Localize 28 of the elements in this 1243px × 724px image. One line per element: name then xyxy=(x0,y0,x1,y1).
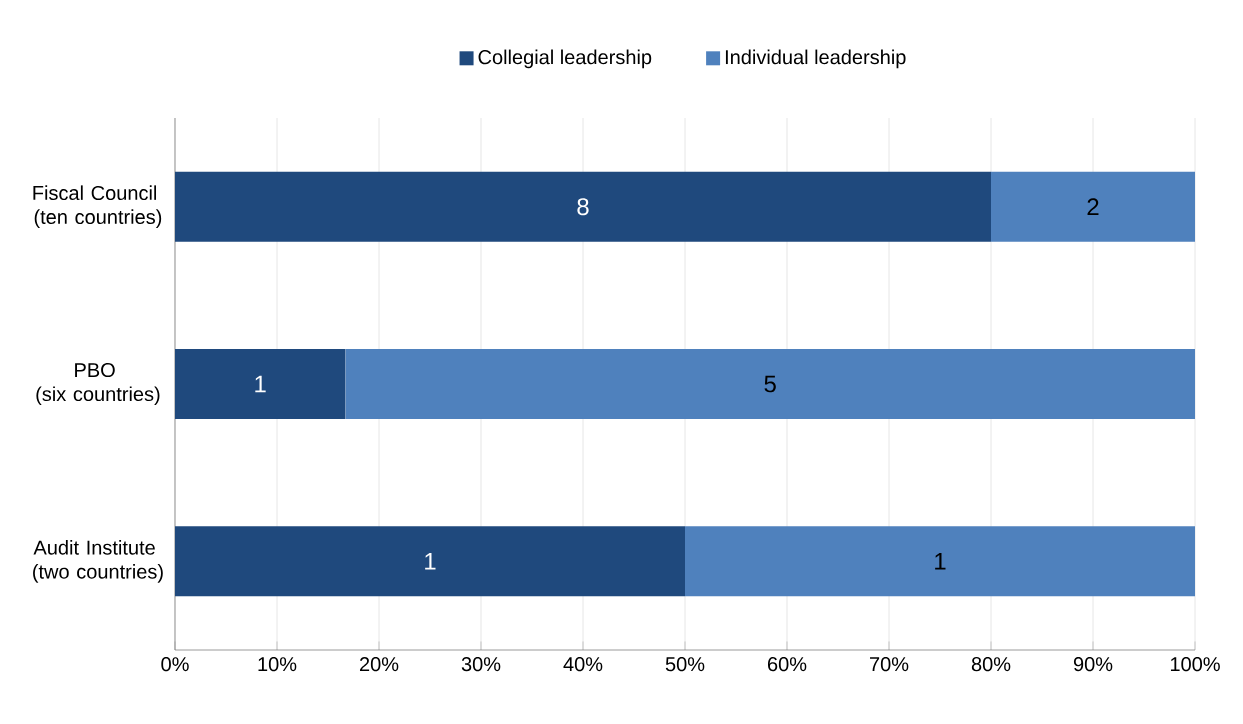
x-tick-label: 80% xyxy=(971,657,1011,672)
bar xyxy=(345,349,1196,420)
bar xyxy=(991,171,1196,242)
y-tick-label: PBO (six countries) xyxy=(36,362,160,406)
annotation: 8 xyxy=(577,198,589,216)
x-tick-label: 20% xyxy=(359,657,399,672)
x-tick-label: 90% xyxy=(1073,657,1113,672)
legend-label: Individual leadership xyxy=(725,49,906,69)
x-tick-label: 0% xyxy=(161,657,189,672)
annotation: 1 xyxy=(255,375,266,393)
annotation: 1 xyxy=(425,553,436,570)
bar xyxy=(685,526,1196,597)
x-tick-label: 60% xyxy=(767,657,807,672)
bar xyxy=(175,349,346,420)
x-tick-label: 40% xyxy=(563,657,603,672)
annotation: 5 xyxy=(764,375,776,393)
annotation: 1 xyxy=(935,553,946,570)
annotation: 2 xyxy=(1087,198,1099,216)
legend-label: Collegial leadership xyxy=(478,49,652,69)
x-tick-label: 70% xyxy=(870,657,909,672)
x-tick-label: 30% xyxy=(461,657,501,672)
y-tick-label: Audit Institute (two countries) xyxy=(33,540,163,583)
x-tick-label: 100% xyxy=(1170,657,1220,672)
x-tick-label: 10% xyxy=(258,657,297,672)
bar xyxy=(175,171,991,242)
y-tick-label: Fiscal Council (ten countries) xyxy=(33,185,162,228)
bar xyxy=(175,526,685,597)
x-tick-label: 50% xyxy=(665,657,705,672)
